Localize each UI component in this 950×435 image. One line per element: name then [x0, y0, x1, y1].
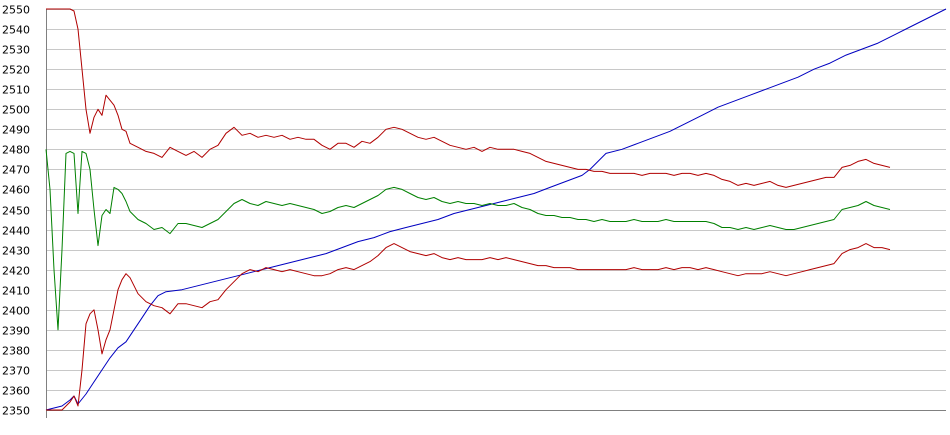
series-line-4	[46, 243, 891, 411]
y-tick-label: 2450	[2, 205, 30, 218]
y-tick-label: 2400	[2, 305, 30, 318]
y-tick-label: 2480	[2, 144, 30, 157]
axes	[46, 9, 946, 418]
y-tick-label: 2530	[2, 44, 30, 57]
y-tick-label: 2410	[2, 285, 30, 298]
y-tick-label: 2380	[2, 345, 30, 358]
y-tick-label: 2490	[2, 124, 30, 137]
y-tick-label: 2350	[2, 405, 30, 418]
y-tick-label: 2470	[2, 164, 30, 177]
y-tick-label: 2540	[2, 24, 30, 37]
series-line-2	[46, 8, 891, 188]
y-tick-labels: 2350 2360 2370 2380 2390 2400 2410 2420 2430 2440…	[2, 4, 30, 418]
y-tick-label: 2390	[2, 325, 30, 338]
series-line-1	[45, 8, 947, 411]
y-tick-label: 2370	[2, 365, 30, 378]
series-line-3	[45, 149, 891, 331]
y-tick-label: 2440	[2, 225, 30, 238]
y-tick-label: 2430	[2, 245, 30, 258]
series-lines	[45, 8, 947, 411]
grid-lines	[46, 9, 946, 411]
y-tick-label: 2500	[2, 104, 30, 117]
y-tick-label: 2460	[2, 184, 30, 197]
y-tick-label: 2360	[2, 385, 30, 398]
y-tick-label: 2420	[2, 265, 30, 278]
y-tick-label: 2510	[2, 84, 30, 97]
y-tick-label: 2520	[2, 64, 30, 77]
y-tick-label: 2550	[2, 4, 30, 17]
